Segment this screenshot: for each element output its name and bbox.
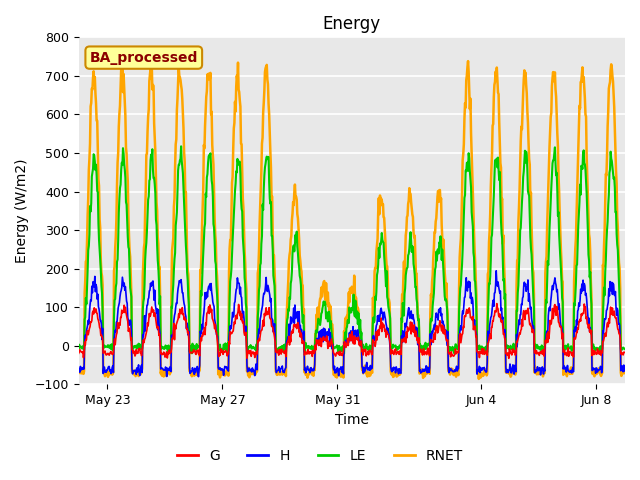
X-axis label: Time: Time bbox=[335, 413, 369, 427]
Legend: G, H, LE, RNET: G, H, LE, RNET bbox=[172, 443, 468, 468]
Y-axis label: Energy (W/m2): Energy (W/m2) bbox=[15, 158, 29, 263]
Text: BA_processed: BA_processed bbox=[90, 50, 198, 65]
Title: Energy: Energy bbox=[323, 15, 381, 33]
